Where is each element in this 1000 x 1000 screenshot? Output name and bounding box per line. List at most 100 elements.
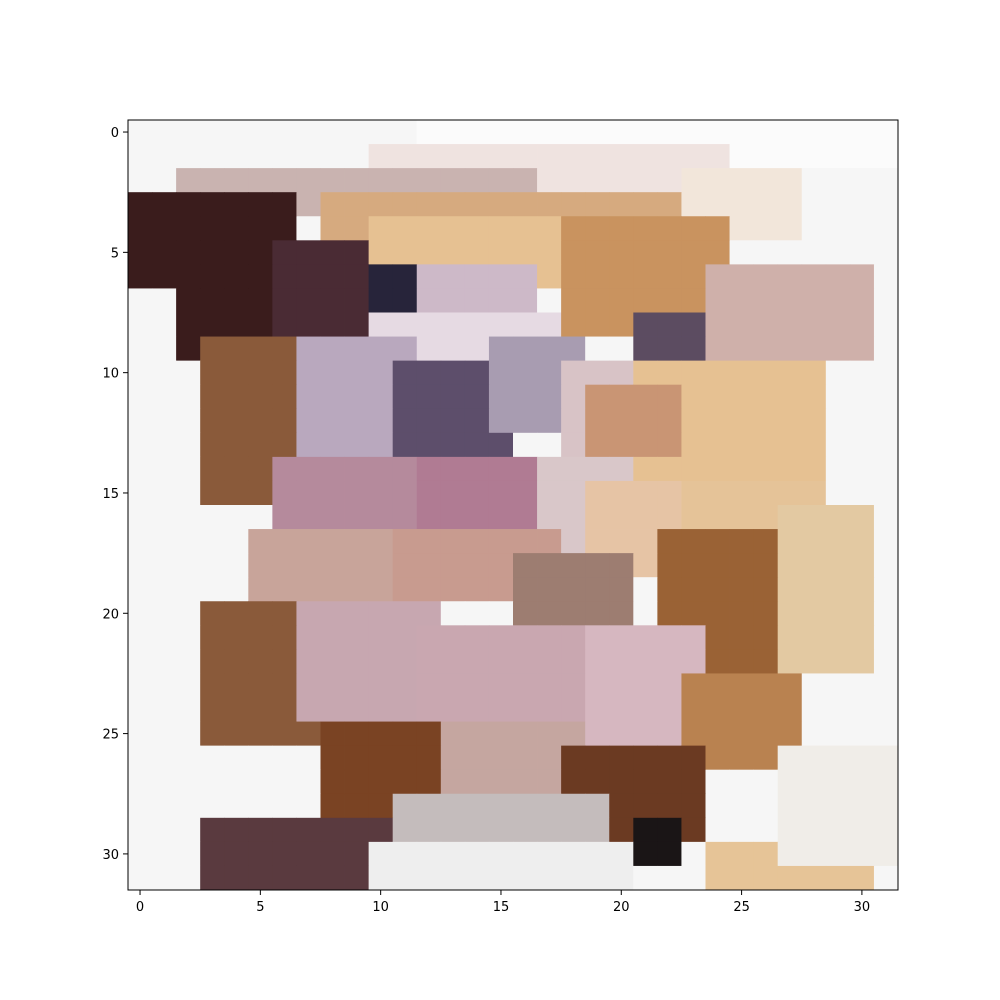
pixel-cell [633,673,657,697]
pixel-cell [272,192,296,216]
pixel-cell [489,746,513,770]
pixel-cell [417,818,441,842]
pixel-cell [272,794,296,818]
pixel-cell [296,264,320,288]
pixel-cell [826,577,850,601]
pixel-cell [152,264,176,288]
pixel-cell [754,168,778,192]
y-tick-label: 25 [102,728,119,743]
pixel-cell [754,625,778,649]
pixel-cell [706,120,730,144]
pixel-cell [393,481,417,505]
pixel-cell [489,601,513,625]
pixel-cell [826,770,850,794]
pixel-cell [754,385,778,409]
pixel-cell [850,337,874,361]
pixel-cell [513,601,537,625]
pixel-cell [633,144,657,168]
pixel-cell [128,601,152,625]
pixel-cell [633,313,657,337]
pixel-cell [826,818,850,842]
pixel-cell [248,120,272,144]
pixel-cell [465,192,489,216]
pixel-cell [730,649,754,673]
pixel-cell [393,409,417,433]
pixel-cell [609,144,633,168]
pixel-cell [754,866,778,890]
pixel-cell [489,673,513,697]
pixel-cell [561,673,585,697]
pixel-cell [754,361,778,385]
pixel-cell [128,409,152,433]
pixel-cell [465,361,489,385]
pixel-cell [489,553,513,577]
pixel-cell [393,818,417,842]
pixel-cell [489,216,513,240]
pixel-cell [681,529,705,553]
pixel-cell [754,505,778,529]
pixel-cell [152,288,176,312]
pixel-cell [393,313,417,337]
pixel-cell [874,385,898,409]
pixel-cell [441,866,465,890]
pixel-cell [561,288,585,312]
pixel-cell [537,625,561,649]
pixel-cell [369,505,393,529]
pixel-cell [369,481,393,505]
pixel-cell [561,457,585,481]
pixel-cell [128,770,152,794]
pixel-cell [296,288,320,312]
pixel-cell [321,481,345,505]
pixel-cell [609,216,633,240]
pixel-cell [248,529,272,553]
pixel-cell [681,192,705,216]
pixel-cell [224,337,248,361]
pixel-cell [345,746,369,770]
pixel-cell [272,264,296,288]
pixel-cell [609,505,633,529]
pixel-cell [200,577,224,601]
pixel-cell [850,722,874,746]
pixel-cell [681,168,705,192]
pixel-cell [272,866,296,890]
pixel-cell [657,722,681,746]
pixel-cell [633,337,657,361]
pixel-cell [417,529,441,553]
pixel-cell [224,120,248,144]
pixel-cell [633,505,657,529]
pixel-cell [802,794,826,818]
x-tick-label: 10 [372,900,389,915]
pixel-cell [537,673,561,697]
pixel-cell [681,577,705,601]
pixel-cell [296,120,320,144]
pixel-cell [537,385,561,409]
pixel-cell [585,770,609,794]
pixel-cell [609,529,633,553]
pixel-cell [850,794,874,818]
pixel-cell [465,385,489,409]
pixel-cell [706,818,730,842]
pixel-cell [754,457,778,481]
pixel-cell [585,625,609,649]
pixel-cell [706,794,730,818]
pixel-cell [465,240,489,264]
pixel-cell [561,746,585,770]
pixel-cell [441,192,465,216]
pixel-cell [657,433,681,457]
pixel-cell [778,746,802,770]
pixel-cell [465,216,489,240]
pixel-cell [537,770,561,794]
pixel-cell [489,770,513,794]
pixel-cell [706,216,730,240]
pixel-cell [585,505,609,529]
pixel-cell [778,818,802,842]
pixel-cell [321,553,345,577]
pixel-cell [248,457,272,481]
pixel-cell [754,649,778,673]
pixel-cell [730,361,754,385]
pixel-cell [465,409,489,433]
pixel-cell [489,168,513,192]
pixel-cell [513,168,537,192]
pixel-cell [152,818,176,842]
pixel-cell [706,481,730,505]
